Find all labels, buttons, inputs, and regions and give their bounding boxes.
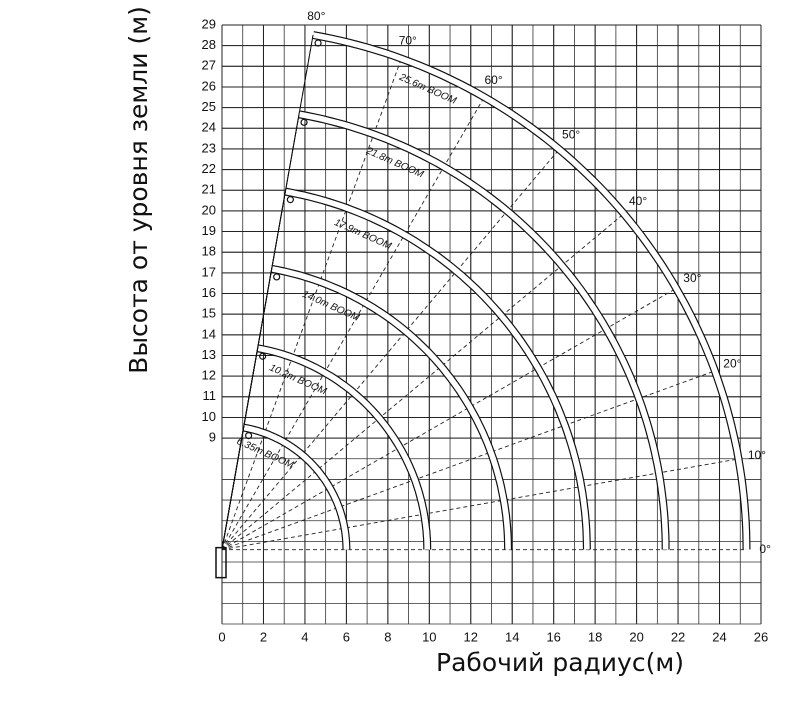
x-tick-label: 16 xyxy=(546,629,560,644)
y-tick-label: 15 xyxy=(202,306,216,321)
y-tick-label: 21 xyxy=(202,182,216,197)
y-tick-label: 22 xyxy=(202,161,216,176)
x-tick-label: 2 xyxy=(260,629,267,644)
x-tick-label: 18 xyxy=(588,629,602,644)
angle-label: 40° xyxy=(629,194,647,208)
y-tick-label: 27 xyxy=(202,58,216,73)
x-tick-label: 6 xyxy=(343,629,350,644)
y-tick-label: 17 xyxy=(202,264,216,279)
y-tick-label: 24 xyxy=(202,120,216,135)
angle-label: 10° xyxy=(748,448,766,462)
x-tick-label: 0 xyxy=(218,629,225,644)
boom-hook xyxy=(314,39,322,47)
y-tick-label: 26 xyxy=(202,78,216,93)
angle-line xyxy=(221,58,402,550)
angle-line xyxy=(221,370,716,551)
boom-hook xyxy=(300,118,308,126)
y-tick-label: 13 xyxy=(202,347,216,362)
y-tick-label: 11 xyxy=(203,388,217,403)
crane-base xyxy=(215,546,227,579)
boom-hook xyxy=(273,273,281,281)
angle-label: 0° xyxy=(759,542,771,556)
y-tick-label: 20 xyxy=(202,202,216,217)
y-tick-label: 29 xyxy=(202,16,216,31)
x-tick-label: 14 xyxy=(505,629,519,644)
y-tick-label: 19 xyxy=(202,223,216,238)
angle-line xyxy=(221,149,560,550)
y-tick-label: 10 xyxy=(202,409,216,424)
y-tick-label: 25 xyxy=(202,99,216,114)
x-tick-label: 4 xyxy=(301,629,308,644)
y-tick-label: 12 xyxy=(202,368,216,383)
boom-hook xyxy=(259,352,267,360)
angle-label: 50° xyxy=(562,127,580,141)
x-tick-label: 12 xyxy=(464,629,478,644)
x-tick-label: 22 xyxy=(671,629,685,644)
boom-arc xyxy=(271,266,511,550)
angle-label: 20° xyxy=(723,357,741,371)
y-tick-label: 16 xyxy=(202,285,216,300)
x-tick-label: 10 xyxy=(422,629,436,644)
boom-arc xyxy=(257,345,430,550)
angle-label: 70° xyxy=(399,33,417,47)
x-tick-label: 24 xyxy=(712,629,726,644)
y-tick-label: 18 xyxy=(202,244,216,259)
boom-arc xyxy=(284,188,590,550)
y-tick-label: 28 xyxy=(202,37,216,52)
boom-hook xyxy=(244,431,253,440)
angle-line xyxy=(221,96,485,550)
boom-body xyxy=(221,34,314,550)
angle-label: 60° xyxy=(484,73,502,87)
boom-arc xyxy=(243,424,350,550)
boom-hook xyxy=(286,196,294,204)
angle-line xyxy=(221,458,739,551)
angle-line xyxy=(221,213,625,550)
y-axis-title: Высота от уровня земли (м) xyxy=(124,6,153,374)
angle-label: 30° xyxy=(683,271,701,285)
angle-label: 80° xyxy=(307,9,325,23)
x-axis-title: Рабочий радиус(м) xyxy=(436,648,684,677)
boom-arc xyxy=(298,111,669,550)
y-tick-label: 23 xyxy=(202,140,216,155)
boom-arc xyxy=(312,32,750,550)
x-tick-label: 26 xyxy=(754,629,768,644)
y-tick-label: 14 xyxy=(202,326,216,341)
angle-line xyxy=(221,287,677,551)
y-tick-label: 9 xyxy=(209,430,216,445)
x-tick-label: 20 xyxy=(629,629,643,644)
x-tick-label: 8 xyxy=(384,629,391,644)
